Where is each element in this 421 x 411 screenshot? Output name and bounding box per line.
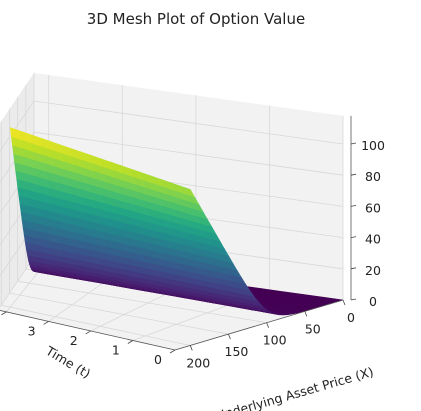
- y-tick-label: 0: [154, 352, 162, 367]
- chart-title: 3D Mesh Plot of Option Value: [87, 10, 305, 28]
- grid-line-z: [0, 131, 344, 183]
- x-tick-mark: [342, 299, 346, 306]
- y-axis-label: Time (t): [43, 343, 94, 382]
- z-tick-mark: [350, 236, 357, 238]
- y-tick-mark: [169, 349, 176, 354]
- x-tick-label: 50: [305, 321, 321, 336]
- y-tick-mark: [85, 330, 91, 335]
- z-tick-mark: [350, 267, 357, 270]
- x-tick-mark: [228, 333, 231, 340]
- y-tick-label: 3: [28, 323, 36, 338]
- z-tick-label: 60: [365, 200, 381, 215]
- surface-patch: [179, 185, 196, 198]
- y-tick-mark: [43, 321, 49, 325]
- surface-mesh: [9, 127, 344, 316]
- z-tick-label: 100: [361, 138, 385, 153]
- z-tick-label: 20: [365, 263, 381, 278]
- x-tick-label: 100: [263, 333, 287, 348]
- z-tick-label: 40: [365, 232, 381, 247]
- axes: 05010015020001234020406080100: [0, 115, 385, 370]
- x-tick-mark: [266, 322, 270, 328]
- y-tick-mark: [127, 340, 134, 344]
- grid-line-z: [0, 100, 344, 152]
- z-tick-label: 0: [369, 294, 377, 309]
- x-tick-label: 200: [186, 355, 210, 370]
- x-axis-line: [174, 299, 344, 351]
- x-tick-mark: [304, 311, 308, 317]
- y-tick-label: 1: [112, 342, 120, 357]
- z-tick-mark: [350, 205, 357, 207]
- y-axis-line: [0, 310, 176, 351]
- y-tick-mark: [1, 311, 7, 316]
- x-tick-label: 0: [347, 310, 355, 325]
- z-tick-label: 80: [365, 169, 381, 184]
- x-axis-label: Underlying Asset Price (X): [214, 364, 375, 411]
- x-tick-label: 150: [225, 344, 249, 359]
- y-tick-label: 2: [70, 333, 78, 348]
- x-tick-mark: [189, 345, 193, 351]
- z-tick-mark: [350, 298, 357, 301]
- z-tick-mark: [350, 173, 357, 176]
- z-tick-mark: [350, 142, 357, 145]
